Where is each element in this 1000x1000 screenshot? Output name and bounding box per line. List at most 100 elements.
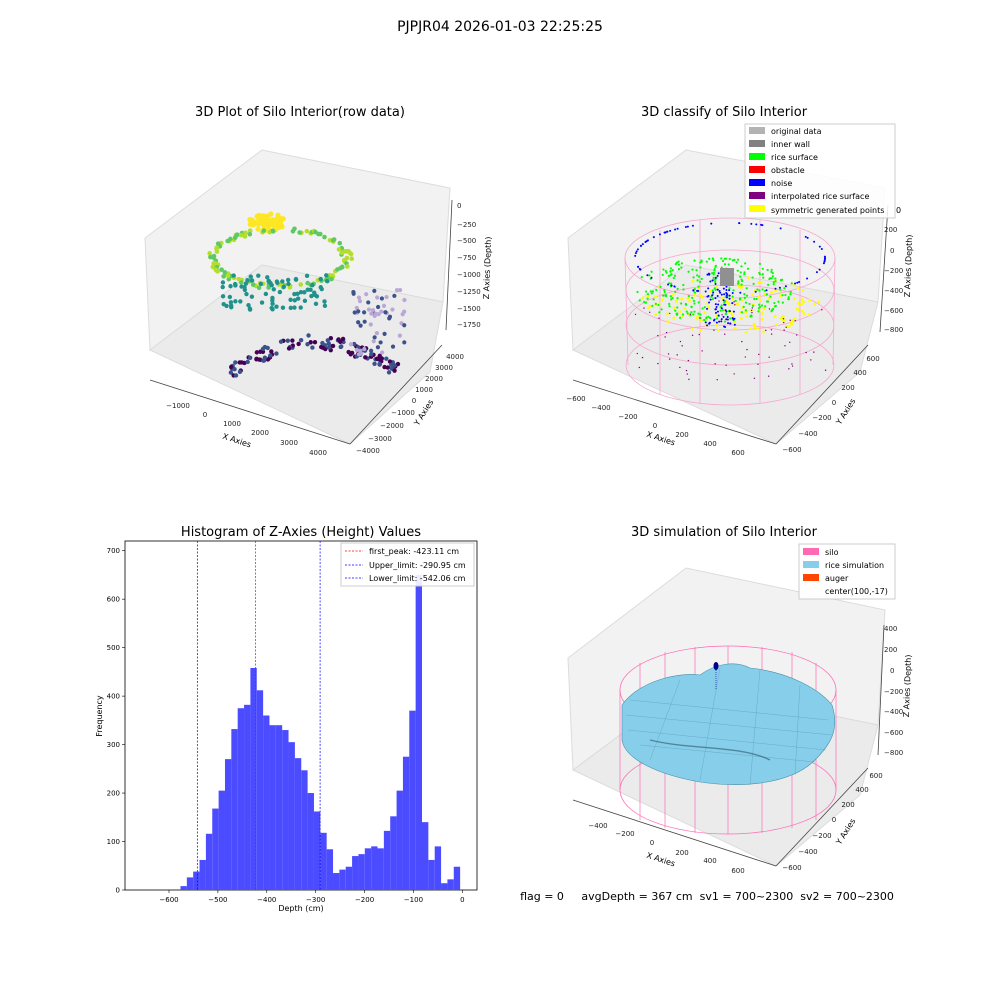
data-point xyxy=(747,276,751,280)
panel-hist-ylabel: Frequency xyxy=(95,695,104,737)
data-point xyxy=(789,290,792,294)
data-point xyxy=(228,300,234,305)
y-tick: −400 xyxy=(798,430,817,438)
data-point xyxy=(815,271,818,274)
data-point xyxy=(744,330,748,334)
data-point xyxy=(676,354,678,356)
data-point xyxy=(718,320,721,323)
data-point xyxy=(804,235,807,238)
data-point xyxy=(392,368,397,373)
data-point xyxy=(758,298,762,302)
data-point xyxy=(741,340,743,343)
data-point xyxy=(667,274,670,277)
z-tick: −600 xyxy=(884,307,903,315)
data-point xyxy=(728,289,731,292)
z-tick: 0 xyxy=(457,202,461,210)
data-point xyxy=(265,275,270,280)
data-point xyxy=(322,303,328,308)
y-tick: 1000 xyxy=(415,386,433,394)
y-tick: 4000 xyxy=(446,353,464,361)
histogram-bar xyxy=(402,756,410,890)
data-point xyxy=(818,245,821,248)
data-point xyxy=(692,313,695,316)
data-point xyxy=(638,366,641,369)
data-point xyxy=(266,285,271,290)
histogram-bar xyxy=(453,866,461,890)
data-point xyxy=(691,224,694,227)
x-tick: 2000 xyxy=(251,429,269,437)
data-point xyxy=(782,318,785,320)
panel-sim-ylabel: Y Axies xyxy=(834,817,858,847)
data-point xyxy=(725,318,728,321)
data-point xyxy=(269,349,274,354)
data-point xyxy=(298,305,303,310)
data-point xyxy=(742,305,745,309)
data-point xyxy=(720,257,723,260)
data-point xyxy=(706,324,709,327)
data-point xyxy=(762,330,765,334)
panel-raw-points xyxy=(207,211,407,378)
data-point xyxy=(378,340,383,345)
data-point xyxy=(758,303,761,306)
panel-classify-ylabel: Y Axies xyxy=(834,397,858,427)
legend-label: obstacle xyxy=(771,166,805,175)
data-point xyxy=(238,299,243,304)
y-tick: 0 xyxy=(412,397,416,405)
data-point xyxy=(261,228,267,233)
data-point xyxy=(302,298,308,303)
histogram-bar xyxy=(256,690,264,890)
data-point xyxy=(801,289,805,292)
data-point xyxy=(723,263,727,266)
data-point xyxy=(668,302,671,306)
histogram-bar xyxy=(396,790,403,890)
panel-classify-xlabel: X Axies xyxy=(645,430,676,448)
data-point xyxy=(724,313,727,316)
data-point xyxy=(382,364,387,370)
y-tick-label: 400 xyxy=(107,693,120,701)
data-point xyxy=(663,289,666,292)
data-point xyxy=(686,225,689,228)
data-point xyxy=(681,313,685,316)
data-point xyxy=(740,311,744,314)
data-point xyxy=(274,304,279,309)
data-point xyxy=(650,270,653,273)
data-point xyxy=(733,258,736,261)
z-tick: −750 xyxy=(457,254,476,262)
x-tick: 200 xyxy=(675,849,688,857)
data-point xyxy=(717,314,720,317)
data-point xyxy=(271,287,276,292)
data-point xyxy=(802,312,806,316)
data-point xyxy=(672,276,675,280)
x-tick: 400 xyxy=(703,440,716,448)
data-point xyxy=(654,313,658,317)
data-point xyxy=(714,303,717,306)
data-point xyxy=(233,373,239,378)
data-point xyxy=(681,345,683,347)
z-tick: −400 xyxy=(884,708,903,716)
data-point xyxy=(385,365,390,370)
data-point xyxy=(667,353,670,355)
data-point xyxy=(256,273,261,278)
data-point xyxy=(769,277,772,280)
data-point xyxy=(228,236,233,242)
data-point xyxy=(348,251,354,257)
data-point xyxy=(302,290,307,295)
data-point xyxy=(324,273,329,278)
data-point xyxy=(276,224,282,231)
data-point xyxy=(770,291,774,294)
data-point xyxy=(714,278,717,281)
data-point xyxy=(677,268,681,271)
data-point xyxy=(781,301,784,304)
data-point xyxy=(767,283,770,286)
data-point xyxy=(744,356,747,358)
data-point xyxy=(650,292,653,295)
data-point xyxy=(714,283,717,286)
data-point xyxy=(652,298,655,301)
data-point xyxy=(297,230,302,235)
data-point xyxy=(674,228,677,231)
histogram-lines xyxy=(196,541,321,890)
data-point xyxy=(760,317,764,321)
histogram-bar xyxy=(441,883,448,890)
data-point xyxy=(732,289,735,292)
data-point xyxy=(320,340,325,346)
